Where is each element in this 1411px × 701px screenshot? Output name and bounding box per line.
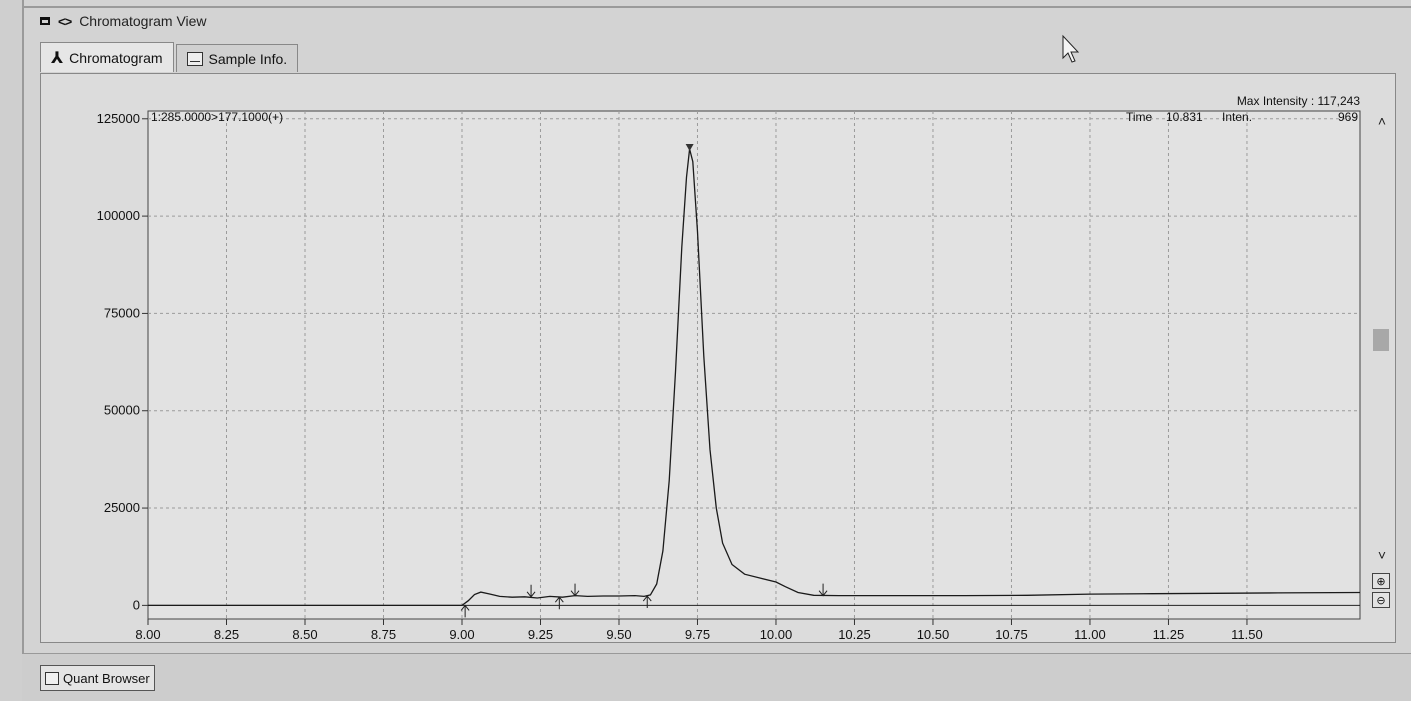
vertical-scrollbar[interactable]: ˄ ˅ ⊕ ⊖ — [1368, 107, 1396, 617]
view-tabs: ⅄ Chromatogram Sample Info. — [40, 42, 300, 74]
chart-panel — [40, 73, 1396, 643]
quant-browser-label: Quant Browser — [63, 670, 150, 686]
restore-window-icon[interactable] — [40, 17, 50, 25]
quant-browser-icon — [45, 671, 59, 685]
peak-icon: ⅄ — [51, 49, 64, 67]
chevron-down-icon[interactable]: ˅ — [1377, 547, 1387, 563]
tab-chromatogram-label: Chromatogram — [69, 49, 163, 66]
scrollbar-thumb[interactable] — [1373, 329, 1389, 351]
tab-sample-info-label: Sample Info. — [208, 50, 288, 67]
zoom-out-icon[interactable]: ⊖ — [1372, 592, 1390, 608]
view-title: Chromatogram View — [79, 13, 207, 29]
tab-chromatogram[interactable]: ⅄ Chromatogram — [40, 42, 174, 72]
sample-sheet-icon — [186, 51, 203, 66]
bottom-tab-strip — [22, 653, 1411, 701]
window-top-border — [22, 6, 1411, 8]
tab-sample-info[interactable]: Sample Info. — [175, 44, 299, 72]
zoom-in-icon[interactable]: ⊕ — [1372, 573, 1390, 589]
chevron-up-icon[interactable]: ˄ — [1377, 113, 1387, 129]
code-brackets-icon[interactable]: <> — [58, 13, 72, 29]
view-titlebar: <> Chromatogram View — [40, 11, 207, 31]
quant-browser-tab[interactable]: Quant Browser — [40, 665, 155, 691]
